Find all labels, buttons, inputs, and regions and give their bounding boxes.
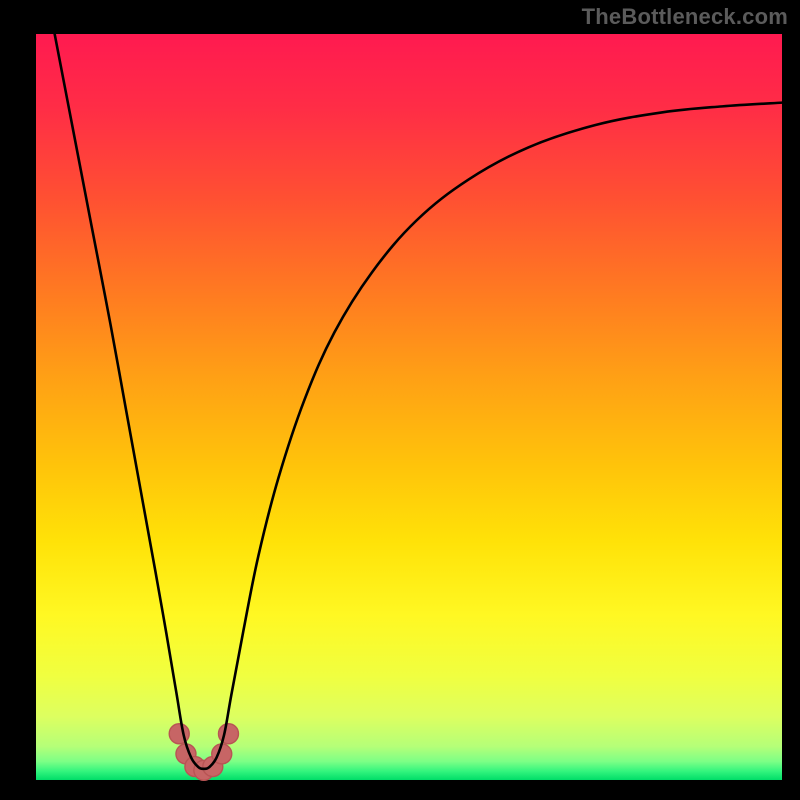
plot-background-gradient [36, 34, 782, 780]
bottleneck-chart-svg [0, 0, 800, 800]
chart-canvas: TheBottleneck.com [0, 0, 800, 800]
watermark-text: TheBottleneck.com [582, 4, 788, 30]
